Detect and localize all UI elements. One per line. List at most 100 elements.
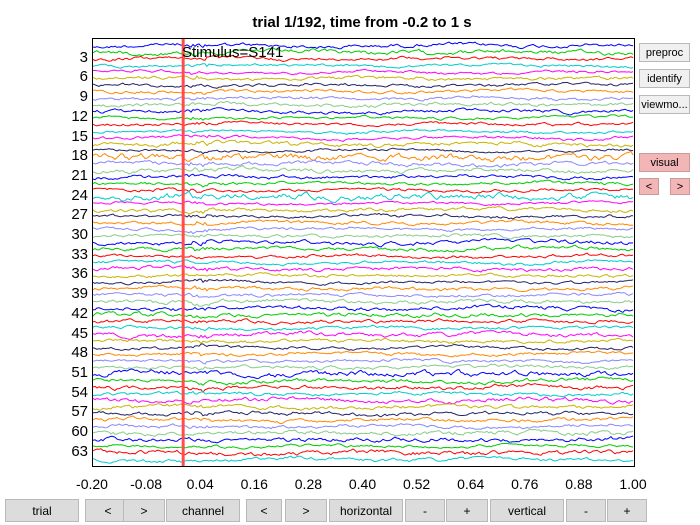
y-tick-label: 57	[71, 403, 88, 421]
channel-trace	[93, 403, 634, 411]
channel-trace	[93, 390, 634, 398]
channel-trace	[93, 442, 634, 450]
trial-button[interactable]: trial	[5, 499, 79, 522]
eeg-traces	[93, 39, 634, 466]
channel-trace	[93, 54, 634, 63]
channel-trace	[93, 259, 634, 267]
channel-trace	[93, 264, 634, 273]
channel-trace	[93, 200, 634, 207]
channel-trace	[93, 350, 634, 358]
channel-trace	[93, 219, 634, 227]
channel-trace	[93, 376, 634, 386]
channel-trace	[93, 107, 634, 116]
channel-trace	[93, 74, 634, 82]
preproc-button[interactable]: preproc	[639, 43, 690, 62]
channel-prev-button[interactable]: <	[246, 499, 282, 522]
event-marker-label: Stimulus=S141	[182, 44, 284, 61]
channel-trace	[93, 368, 634, 380]
x-tick-label: 1.00	[619, 476, 647, 492]
channel-trace	[93, 41, 634, 50]
channel-trace	[93, 233, 634, 240]
horizontal-button[interactable]: horizontal	[329, 499, 403, 522]
channel-trace	[93, 237, 634, 248]
x-tick-label: 0.76	[511, 476, 539, 492]
y-tick-label: 30	[71, 226, 88, 244]
channel-trace	[93, 226, 634, 235]
channel-trace	[93, 410, 634, 418]
y-tick-label: 39	[71, 285, 88, 303]
viewmode-button[interactable]: viewmo...	[639, 95, 690, 114]
identify-button[interactable]: identify	[639, 69, 690, 88]
x-tick-label: -0.20	[76, 476, 108, 492]
channel-trace	[93, 128, 634, 135]
channel-trace	[93, 303, 634, 313]
channel-trace	[93, 190, 634, 204]
y-tick-label: 54	[71, 383, 88, 401]
channel-trace	[93, 159, 634, 168]
y-tick-label: 12	[71, 107, 88, 125]
vertical-button[interactable]: vertical	[490, 499, 564, 522]
x-tick-label: 0.88	[565, 476, 593, 492]
x-tick-label: 0.52	[402, 476, 431, 492]
y-tick-label: 6	[79, 68, 88, 86]
channel-next-button[interactable]: >	[285, 499, 327, 522]
y-tick-label: 15	[71, 127, 88, 145]
vertical-minus-button[interactable]: -	[566, 499, 606, 522]
channel-trace	[93, 244, 633, 253]
visual-prev-button[interactable]: <	[639, 178, 659, 195]
channel-trace	[93, 343, 634, 351]
channel-trace	[93, 187, 634, 194]
visual-next-button[interactable]: >	[670, 178, 690, 195]
x-tick-label: 0.16	[240, 476, 268, 492]
channel-trace	[93, 337, 634, 345]
channel-trace	[93, 212, 633, 220]
channel-trace	[93, 297, 634, 307]
channel-trace	[93, 455, 634, 464]
vertical-plus-button[interactable]: +	[607, 499, 647, 522]
x-tick-label: 0.28	[294, 476, 323, 492]
channel-trace	[93, 206, 634, 215]
y-tick-label: 33	[71, 245, 88, 263]
channel-trace	[93, 278, 634, 286]
channel-trace	[93, 114, 634, 121]
channel-trace	[93, 173, 634, 181]
y-tick-label: 51	[71, 364, 88, 382]
y-tick-label: 42	[71, 304, 88, 322]
horizontal-plus-button[interactable]: +	[446, 499, 488, 522]
channel-trace	[93, 47, 634, 57]
channel-trace	[93, 179, 634, 188]
channel-trace	[93, 383, 634, 394]
y-tick-label: 9	[79, 88, 88, 106]
channel-trace	[93, 324, 634, 331]
x-tick-label: 0.64	[457, 476, 485, 492]
channel-trace	[93, 87, 634, 95]
channel-trace	[93, 164, 634, 175]
y-tick-label: 45	[71, 324, 88, 342]
channel-trace	[93, 423, 634, 430]
horizontal-minus-button[interactable]: -	[405, 499, 445, 522]
channel-trace	[93, 150, 634, 163]
channel-button[interactable]: channel	[166, 499, 240, 522]
channel-trace	[93, 363, 634, 371]
channel-trace	[93, 330, 634, 340]
channel-trace	[93, 318, 634, 326]
channel-trace	[93, 291, 634, 299]
channel-trace	[93, 120, 634, 128]
y-tick-label: 36	[71, 265, 88, 283]
channel-trace	[93, 310, 634, 319]
y-tick-label: 27	[71, 206, 88, 224]
channel-trace	[93, 95, 633, 102]
channel-trace	[93, 252, 634, 260]
channel-trace	[93, 81, 634, 89]
channel-trace	[93, 396, 634, 405]
channel-trace	[93, 139, 634, 149]
y-tick-label: 24	[71, 186, 88, 204]
y-tick-label: 21	[71, 166, 88, 184]
y-tick-label: 48	[71, 344, 88, 362]
y-tick-label: 18	[71, 147, 88, 165]
eeg-plot-area[interactable]: Stimulus=S141	[92, 38, 635, 467]
trial-next-button[interactable]: >	[123, 499, 165, 522]
visual-button[interactable]: visual	[639, 153, 690, 172]
channel-trace	[93, 271, 634, 279]
channel-trace	[93, 435, 634, 444]
